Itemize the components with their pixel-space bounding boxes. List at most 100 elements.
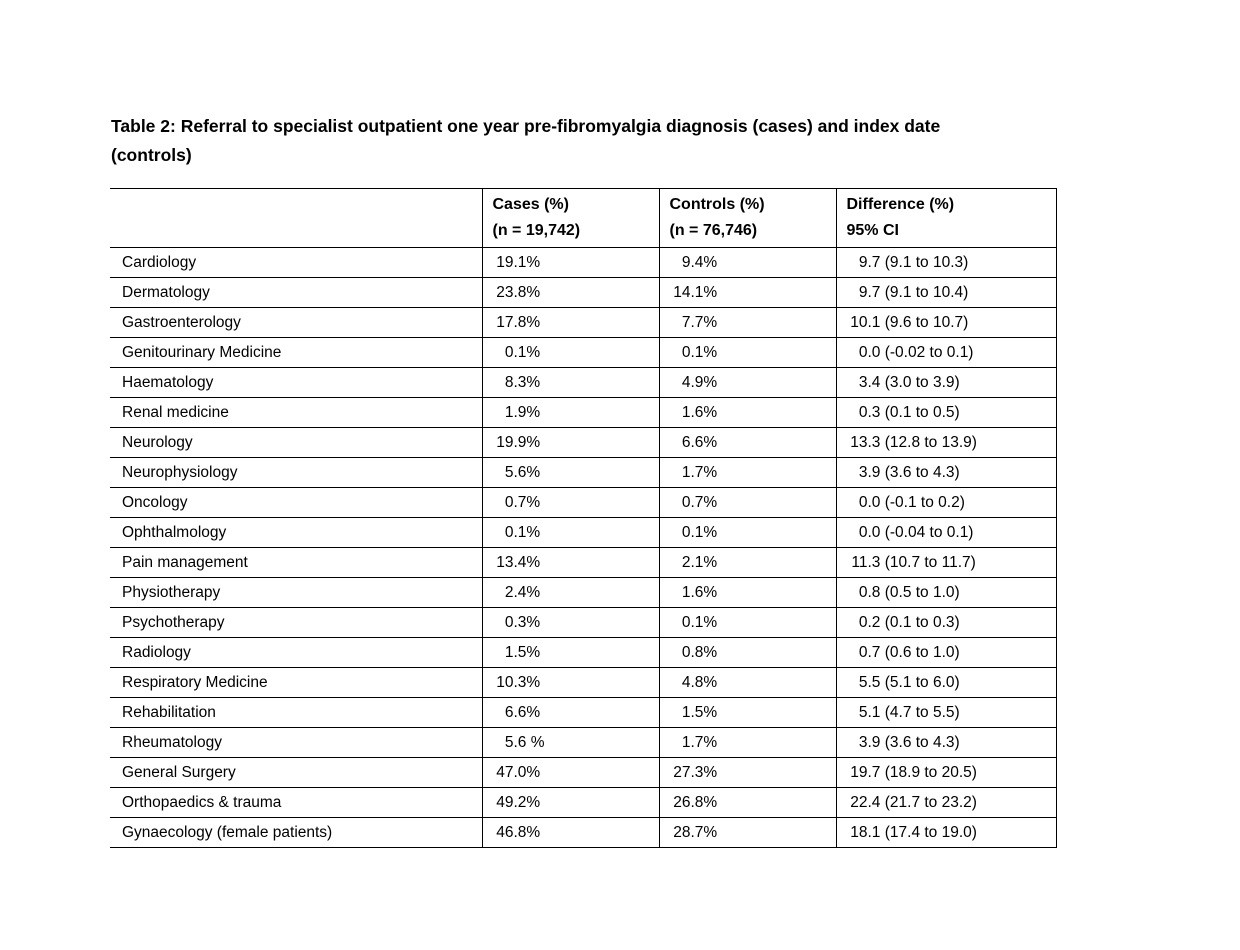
value-fraction-part: .1% [513, 524, 541, 541]
cell-specialty: Genitourinary Medicine [110, 337, 483, 368]
cell-specialty: Dermatology [110, 277, 483, 308]
value-integer-part: 46 [496, 824, 514, 841]
header-difference-line1: Difference (%) [846, 196, 955, 213]
table-row: Oncology 0.7% 0.7% 0.0 (-0.1 to 0.2) [110, 487, 1057, 518]
value-fraction-part: .1 (17.4 to 19.0) [867, 824, 977, 841]
value-integer-part: 9 [858, 254, 868, 271]
cell-controls: 0.1% [658, 337, 837, 368]
value-fraction-part: .2 (0.1 to 0.3) [867, 614, 960, 631]
value-fraction-part: .9 (3.6 to 4.3) [867, 464, 960, 481]
cell-specialty: Psychotherapy [110, 607, 483, 638]
cell-cases: 13.4% [481, 547, 660, 578]
value-fraction-part: .7% [690, 494, 718, 511]
cell-difference: 0.7 (0.6 to 1.0) [835, 637, 1057, 668]
cell-cases: 0.1% [481, 337, 660, 368]
value-fraction-part: .7 (18.9 to 20.5) [867, 764, 977, 781]
header-difference-line2: 95% CI [846, 222, 899, 239]
value-fraction-part: .9% [690, 374, 718, 391]
table-row: Renal medicine 1.9% 1.6% 0.3 (0.1 to 0.5) [110, 397, 1057, 428]
value-fraction-part: .3 (0.1 to 0.5) [867, 404, 960, 421]
table-row: Rheumatology 5.6 % 1.7% 3.9 (3.6 to 4.3) [110, 727, 1057, 758]
value-fraction-part: .3% [690, 764, 718, 781]
table-row: Neurophysiology 5.6% 1.7% 3.9 (3.6 to 4.3) [110, 457, 1057, 488]
value-integer-part: 0 [504, 614, 514, 631]
table-row: Cardiology 19.1% 9.4% 9.7 (9.1 to 10.3) [110, 247, 1057, 278]
cell-difference: 11.3 (10.7 to 11.7) [835, 547, 1057, 578]
cell-controls: 1.7% [658, 457, 837, 488]
value-integer-part: 10 [850, 314, 868, 331]
value-integer-part: 0 [858, 584, 868, 601]
value-integer-part: 0 [681, 644, 691, 661]
value-fraction-part: .4% [513, 584, 541, 601]
value-fraction-part: .9 (3.6 to 4.3) [867, 734, 960, 751]
value-fraction-part: .2% [513, 794, 541, 811]
cell-specialty: Pain management [110, 547, 483, 578]
cell-controls: 1.7% [658, 727, 837, 758]
cell-difference: 0.0 (-0.1 to 0.2) [835, 487, 1057, 518]
value-fraction-part: .8% [690, 674, 718, 691]
value-fraction-part: .5% [513, 644, 541, 661]
value-integer-part: 18 [850, 824, 868, 841]
value-integer-part: 0 [681, 494, 691, 511]
value-fraction-part: .3% [513, 614, 541, 631]
value-integer-part: 1 [681, 734, 691, 751]
value-integer-part: 14 [673, 284, 691, 301]
value-integer-part: 10 [496, 674, 514, 691]
cell-controls: 26.8% [658, 787, 837, 818]
cell-cases: 19.9% [481, 427, 660, 458]
value-fraction-part: .1% [690, 344, 718, 361]
cell-difference: 5.1 (4.7 to 5.5) [835, 697, 1057, 728]
cell-difference: 0.8 (0.5 to 1.0) [835, 577, 1057, 608]
cell-specialty: Neurophysiology [110, 457, 483, 488]
cell-specialty: General Surgery [110, 757, 483, 788]
value-integer-part: 0 [681, 614, 691, 631]
value-fraction-part: .8% [513, 314, 541, 331]
cell-difference: 0.3 (0.1 to 0.5) [835, 397, 1057, 428]
value-integer-part: 9 [858, 284, 868, 301]
value-fraction-part: .7% [690, 314, 718, 331]
value-integer-part: 4 [681, 374, 691, 391]
value-fraction-part: .3% [513, 674, 541, 691]
value-integer-part: 3 [858, 374, 868, 391]
value-integer-part: 13 [850, 434, 868, 451]
cell-difference: 19.7 (18.9 to 20.5) [835, 757, 1057, 788]
value-integer-part: 1 [504, 644, 514, 661]
cell-specialty: Oncology [110, 487, 483, 518]
value-integer-part: 0 [504, 344, 514, 361]
value-fraction-part: .1% [690, 524, 718, 541]
table-row: Neurology 19.9% 6.6% 13.3 (12.8 to 13.9) [110, 427, 1057, 458]
cell-controls: 0.1% [658, 517, 837, 548]
value-fraction-part: .3 (12.8 to 13.9) [867, 434, 977, 451]
value-integer-part: 19 [496, 254, 514, 271]
value-fraction-part: .0 (-0.04 to 0.1) [867, 524, 974, 541]
value-fraction-part: .8 (0.5 to 1.0) [867, 584, 960, 601]
document-title-line2: (controls) [111, 145, 192, 165]
value-fraction-part: .6% [690, 404, 718, 421]
value-integer-part: 0 [504, 524, 514, 541]
cell-specialty: Haematology [110, 367, 483, 398]
header-controls-line1: Controls (%) [669, 196, 765, 213]
cell-specialty: Cardiology [110, 247, 483, 278]
value-fraction-part: .8% [513, 824, 541, 841]
value-integer-part: 0 [681, 524, 691, 541]
table-row: Gynaecology (female patients) 46.8% 28.7% 1… [110, 817, 1057, 848]
table-body: Cardiology 19.1% 9.4% 9.7 (9.1 to 10.3) Derm… [110, 247, 1057, 848]
cell-cases: 0.1% [481, 517, 660, 548]
value-fraction-part: .5% [690, 704, 718, 721]
cell-difference: 3.9 (3.6 to 4.3) [835, 457, 1057, 488]
value-fraction-part: .8% [690, 644, 718, 661]
cell-cases: 10.3% [481, 667, 660, 698]
value-fraction-part: .6% [690, 434, 718, 451]
table-header-row: Cases (%) (n = 19,742) Controls (%) (n =… [110, 188, 1057, 248]
cell-controls: 1.6% [658, 397, 837, 428]
value-fraction-part: .1% [690, 284, 718, 301]
table-row: Physiotherapy 2.4% 1.6% 0.8 (0.5 to 1.0) [110, 577, 1057, 608]
value-integer-part: 9 [681, 254, 691, 271]
cell-controls: 6.6% [658, 427, 837, 458]
cell-specialty: Orthopaedics & trauma [110, 787, 483, 818]
cell-difference: 9.7 (9.1 to 10.3) [835, 247, 1057, 278]
value-integer-part: 28 [673, 824, 691, 841]
cell-cases: 17.8% [481, 307, 660, 338]
cell-difference: 0.0 (-0.04 to 0.1) [835, 517, 1057, 548]
